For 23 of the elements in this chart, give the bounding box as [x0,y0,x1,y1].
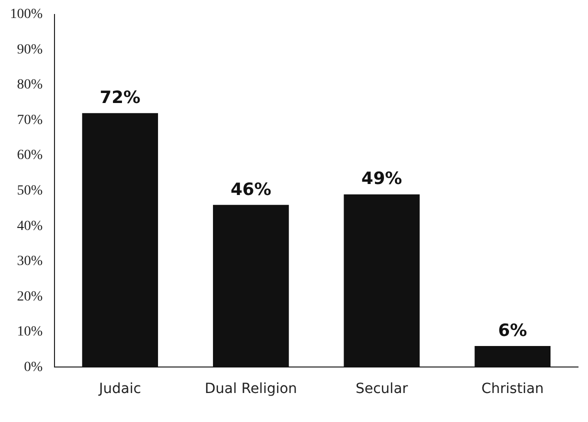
x-tick-label: Judaic [98,381,142,398]
data-label: 6% [498,320,528,341]
data-label: 46% [230,180,272,200]
x-tick-label: Secular [356,381,408,398]
y-tick-label: 10% [16,324,43,340]
y-tick-label: 0% [24,360,43,375]
y-tick-label: 60% [16,148,43,164]
x-tick-label: Christian [481,381,544,398]
x-tick-label: Dual Religion [204,381,298,398]
y-tick-label: 80% [16,78,43,93]
y-tick-label: 100% [10,7,43,22]
data-label: 72% [100,88,140,108]
bar [474,346,551,368]
bar [344,194,420,368]
bar [212,204,289,368]
y-tick-label: 40% [16,218,43,234]
y-tick-label: 90% [16,42,43,58]
data-label: 49% [361,169,402,190]
y-tick-label: 20% [16,289,43,304]
y-tick-label: 30% [16,254,43,270]
bar [82,113,158,368]
y-tick-label: 70% [16,112,43,128]
y-tick-label: 50% [16,183,43,198]
